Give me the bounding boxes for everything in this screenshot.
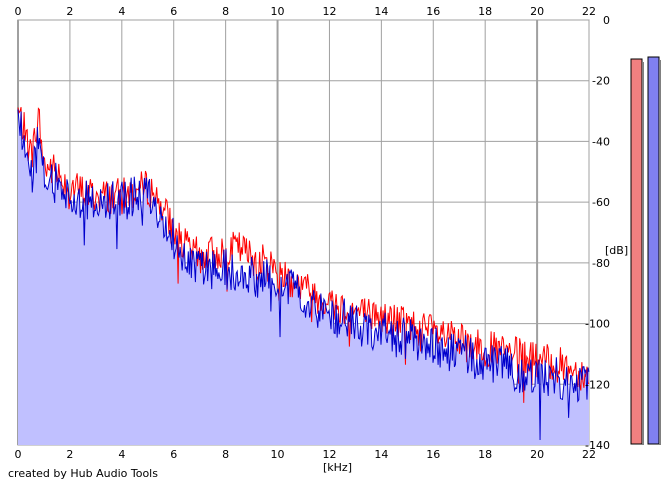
x-tick-label-bottom: 10	[271, 448, 285, 461]
x-tick-label-bottom: 14	[374, 448, 388, 461]
y-tick-label: -100	[585, 318, 610, 331]
x-tick-label-bottom: 20	[530, 448, 544, 461]
y-tick-labels: 0 -20 -40 -60 -80 -100 -120 -140	[585, 14, 610, 452]
blue-series-line	[17, 109, 590, 441]
y-tick-label: -40	[592, 135, 610, 148]
x-tick-label: 10	[271, 5, 285, 18]
x-tick-label-bottom: 12	[322, 448, 336, 461]
x-tick-label-bottom: 8	[222, 448, 229, 461]
x-tick-label-bottom: 0	[15, 448, 22, 461]
x-tick-label-bottom: 22	[582, 448, 596, 461]
x-tick-label-bottom: 6	[170, 448, 177, 461]
x-tick-label: 20	[530, 5, 544, 18]
y-axis-label: [dB]	[605, 244, 628, 257]
x-tick-label-bottom: 16	[426, 448, 440, 461]
blue-level-bar	[647, 56, 660, 445]
x-tick-label: 22	[582, 5, 596, 18]
y-tick-label: -60	[592, 196, 610, 209]
credit-text: created by Hub Audio Tools	[8, 467, 158, 480]
red-level-bar-shadow	[642, 62, 644, 445]
y-tick-label: -20	[592, 75, 610, 88]
level-meters	[630, 56, 661, 445]
y-tick-label: -140	[585, 439, 610, 452]
x-tick-label-bottom: 2	[66, 448, 73, 461]
x-tick-label: 14	[374, 5, 388, 18]
x-tick-label-bottom: 4	[118, 448, 125, 461]
x-tick-label: 18	[478, 5, 492, 18]
y-tick-label: -80	[592, 257, 610, 270]
y-tick-label: 0	[603, 14, 610, 27]
x-tick-label: 4	[118, 5, 125, 18]
blue-level-bar-shadow	[659, 60, 661, 445]
x-tick-label: 2	[66, 5, 73, 18]
y-tick-label: -120	[585, 378, 610, 391]
red-level-bar	[630, 58, 643, 445]
blue-series-area	[18, 109, 589, 445]
x-axis-label: [kHz]	[323, 461, 352, 474]
x-tick-label: 12	[322, 5, 336, 18]
x-tick-label: 6	[170, 5, 177, 18]
x-tick-label-bottom: 18	[478, 448, 492, 461]
x-tick-label: 8	[222, 5, 229, 18]
x-tick-label: 0	[15, 5, 22, 18]
x-tick-label: 16	[426, 5, 440, 18]
